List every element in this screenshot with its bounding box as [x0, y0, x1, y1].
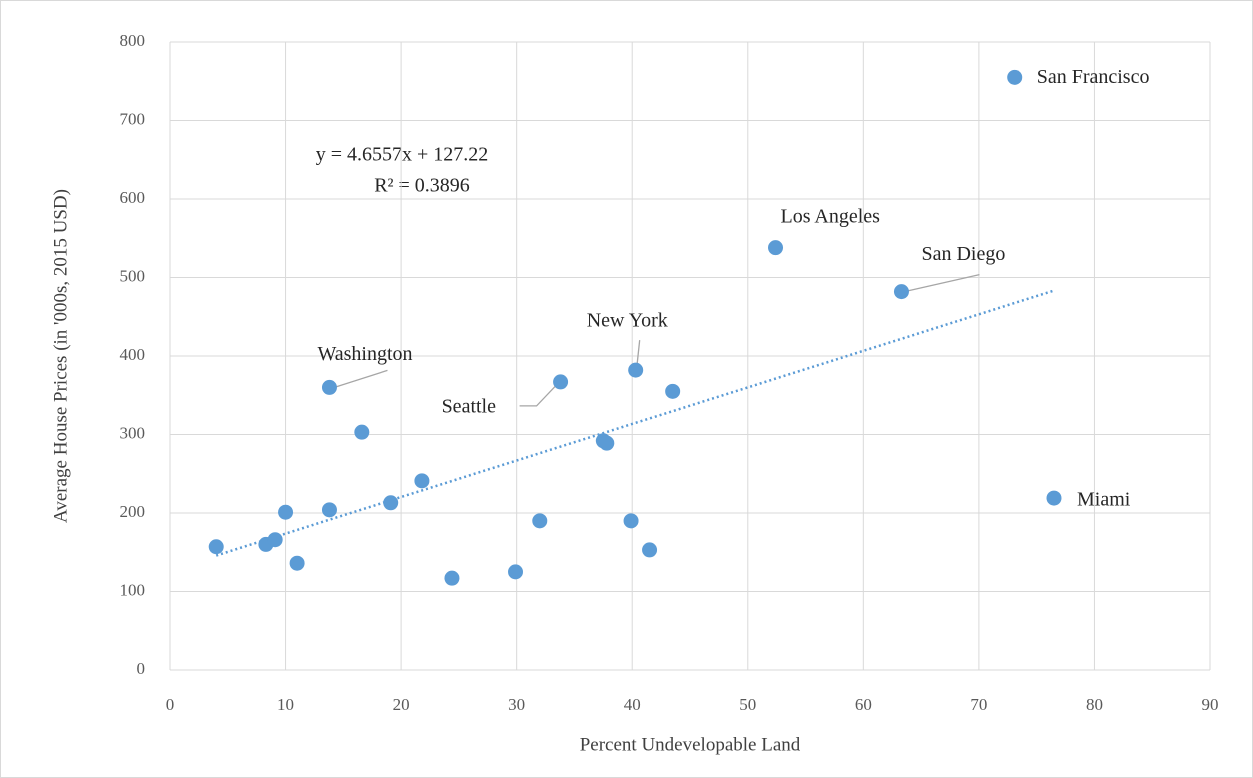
point: [893, 284, 909, 300]
leader-line: [904, 273, 980, 293]
point: [1007, 69, 1023, 85]
y-tick-label: 100: [120, 580, 146, 599]
y-tick-label: 400: [120, 345, 146, 364]
x-tick-label: 70: [970, 695, 987, 714]
point-label: Miami: [1077, 489, 1131, 511]
x-tick-label: 0: [166, 695, 175, 714]
x-tick-label: 90: [1202, 695, 1219, 714]
point: [354, 424, 370, 440]
x-tick-label: 10: [277, 695, 294, 714]
y-tick-label: 200: [120, 502, 146, 521]
y-tick-label: 600: [120, 188, 146, 207]
point: [532, 513, 548, 529]
point-label: Seattle: [442, 395, 497, 417]
point: [1046, 490, 1062, 506]
point: [289, 555, 305, 571]
point: [267, 532, 283, 548]
point: [383, 495, 399, 511]
point-label: San Diego: [921, 243, 1005, 265]
point-label: New York: [587, 310, 668, 332]
point: [768, 240, 784, 256]
point: [414, 473, 430, 489]
leader-line: [334, 369, 388, 389]
point: [321, 379, 337, 395]
trend-r-squared: R² = 0.3896: [374, 175, 470, 197]
trend-equation: y = 4.6557x + 127.22: [316, 144, 489, 166]
point: [208, 539, 224, 555]
y-tick-label: 300: [120, 423, 146, 442]
point: [642, 542, 658, 558]
point: [278, 504, 294, 520]
point: [623, 513, 639, 529]
y-tick-label: 800: [120, 31, 146, 50]
x-tick-label: 20: [393, 695, 410, 714]
y-tick-label: 500: [120, 266, 146, 285]
x-tick-label: 40: [624, 695, 641, 714]
x-axis-title: Percent Undevelopable Land: [580, 734, 801, 755]
x-tick-label: 80: [1086, 695, 1103, 714]
point: [665, 383, 681, 399]
trendline: [215, 289, 1055, 557]
x-tick-label: 50: [739, 695, 756, 714]
point: [444, 570, 460, 586]
point-label: San Francisco: [1037, 66, 1150, 88]
point: [628, 362, 644, 378]
y-axis-title: Average House Prices (in '000s, 2015 USD…: [50, 189, 71, 523]
point-label: Washington: [317, 343, 412, 365]
point-label: Los Angeles: [781, 205, 881, 227]
point: [321, 502, 337, 518]
point: [508, 564, 524, 580]
point: [599, 435, 615, 451]
x-tick-label: 60: [855, 695, 872, 714]
point: [553, 374, 569, 390]
x-tick-label: 30: [508, 695, 525, 714]
y-tick-label: 700: [120, 109, 146, 128]
y-tick-label: 0: [137, 659, 146, 678]
leader-line: [519, 385, 557, 407]
